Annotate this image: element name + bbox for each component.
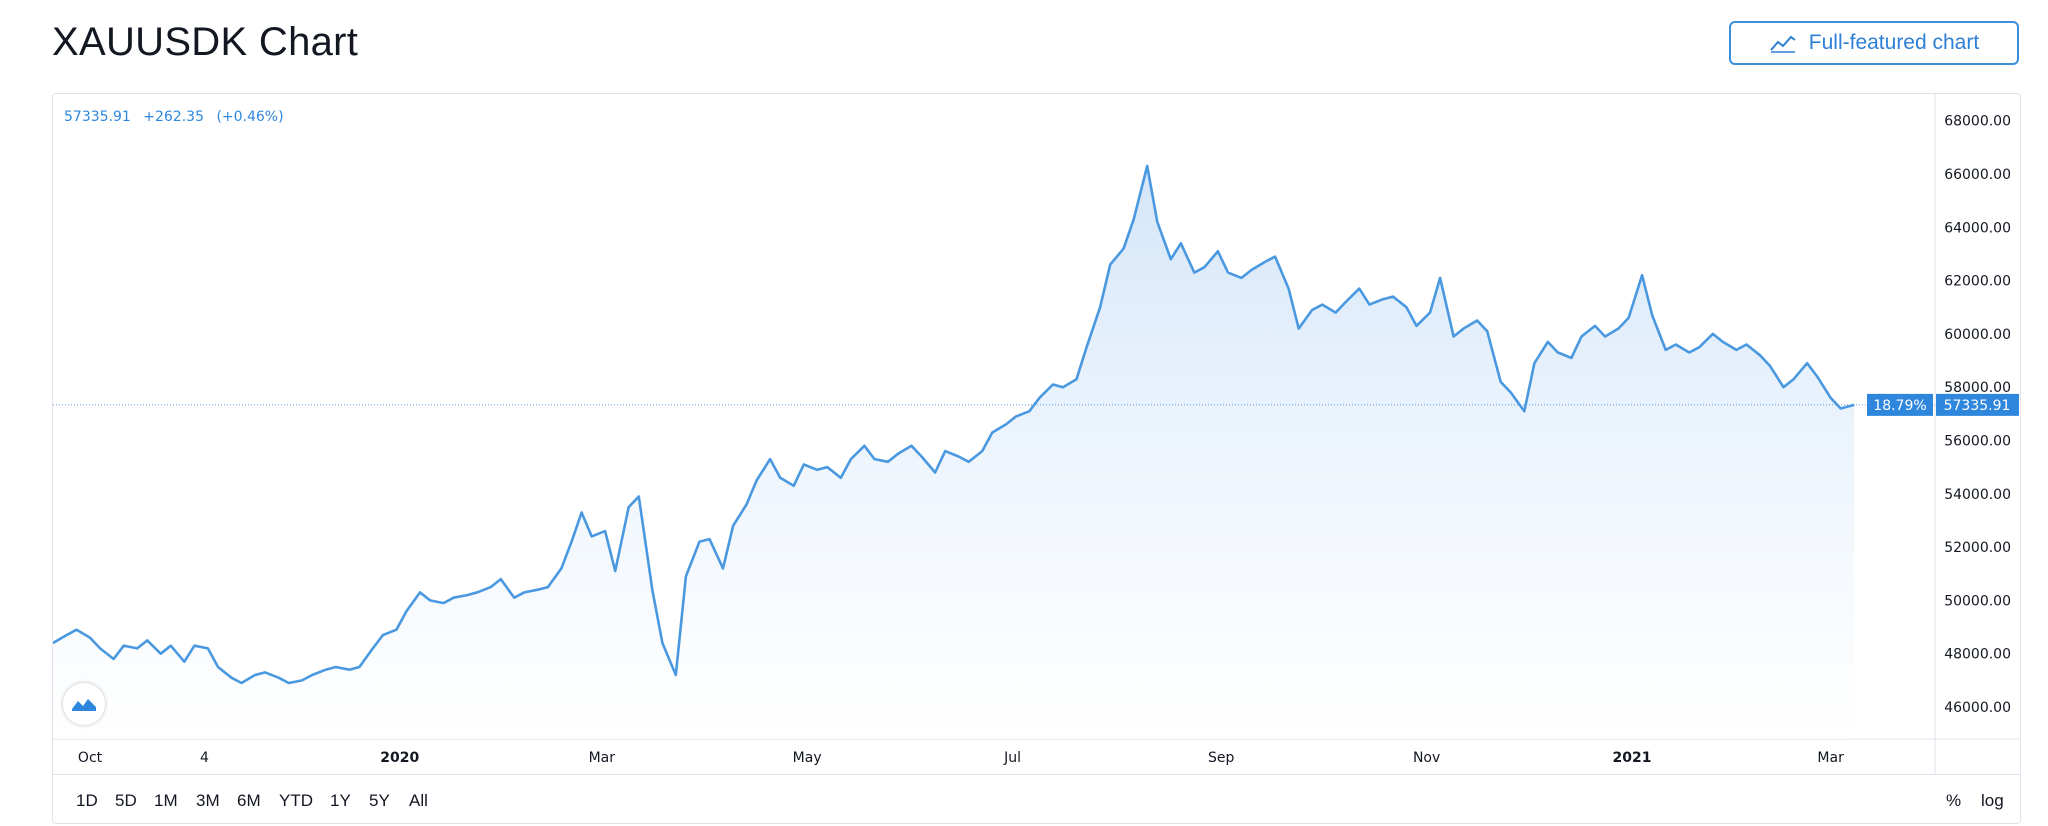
range-ytd-button[interactable]: YTD	[279, 791, 313, 810]
last-price-badge	[1936, 393, 2019, 416]
percent-scale-button[interactable]: %	[1946, 791, 1962, 810]
x-tick-label: Jul	[1003, 750, 1021, 766]
range-3m-button[interactable]: 3M	[196, 791, 220, 810]
last-price-label: 57335.91	[1944, 398, 2011, 414]
x-tick-label: 2020	[380, 750, 419, 766]
y-tick-label: 66000.00	[1944, 167, 2011, 183]
y-tick-label: 56000.00	[1944, 433, 2011, 449]
line-chart-icon	[1769, 33, 1797, 53]
range-6m-button[interactable]: 6M	[237, 791, 261, 810]
legend-change: +262.35	[143, 109, 204, 125]
range-1d-button[interactable]: 1D	[76, 791, 98, 810]
y-tick-label: 54000.00	[1944, 487, 2011, 503]
x-tick-label: Sep	[1208, 750, 1235, 766]
y-tick-label: 52000.00	[1944, 540, 2011, 556]
x-tick-label: Mar	[1817, 750, 1844, 766]
x-tick-label: 2021	[1613, 750, 1652, 766]
y-tick-label: 60000.00	[1944, 327, 2011, 343]
legend-last-price: 57335.91	[64, 109, 131, 125]
y-tick-label: 50000.00	[1944, 593, 2011, 609]
full-featured-chart-label: Full-featured chart	[1808, 31, 1980, 54]
full-featured-chart-button[interactable]: Full-featured chart	[1729, 21, 2019, 65]
x-tick-label: Oct	[78, 750, 103, 766]
y-tick-label: 62000.00	[1944, 274, 2011, 290]
y-tick-label: 64000.00	[1944, 220, 2011, 236]
x-tick-label: Mar	[589, 750, 616, 766]
series-line	[53, 164, 1855, 685]
chart-widget[interactable]: 46000.00 48000.00 50000.00 52000.00 54000.00…	[52, 93, 2021, 824]
price-legend: 57335.91 +262.35 (+0.46%)	[64, 109, 292, 125]
y-tick-label: 68000.00	[1944, 114, 2011, 130]
legend-change-pct: (+0.46%)	[216, 109, 284, 125]
range-5y-button[interactable]: 5Y	[369, 791, 390, 810]
series-area	[53, 166, 1855, 739]
page-title: XAUUSDK Chart	[52, 20, 359, 64]
log-scale-button[interactable]: log	[1981, 791, 2004, 810]
y-tick-label: 58000.00	[1944, 380, 2011, 396]
pct-change-label: 18.79%	[1873, 398, 1926, 414]
y-tick-label: 48000.00	[1944, 647, 2011, 663]
y-tick-label: 46000.00	[1944, 700, 2011, 716]
bottom-toolbar: 1D 5D 1M 3M 6M YTD 1Y 5Y All % log	[53, 774, 2020, 823]
tradingview-logo-icon[interactable]	[63, 683, 105, 725]
range-1m-button[interactable]: 1M	[154, 791, 178, 810]
pct-change-badge	[1867, 393, 1933, 416]
x-tick-label: Nov	[1413, 750, 1440, 766]
range-5d-button[interactable]: 5D	[115, 791, 137, 810]
x-tick-label: May	[793, 750, 822, 766]
x-tick-label: 4	[200, 750, 209, 766]
range-all-button[interactable]: All	[409, 791, 428, 810]
price-chart[interactable]: 46000.00 48000.00 50000.00 52000.00 54000.00…	[53, 94, 2020, 774]
range-1y-button[interactable]: 1Y	[330, 791, 351, 810]
